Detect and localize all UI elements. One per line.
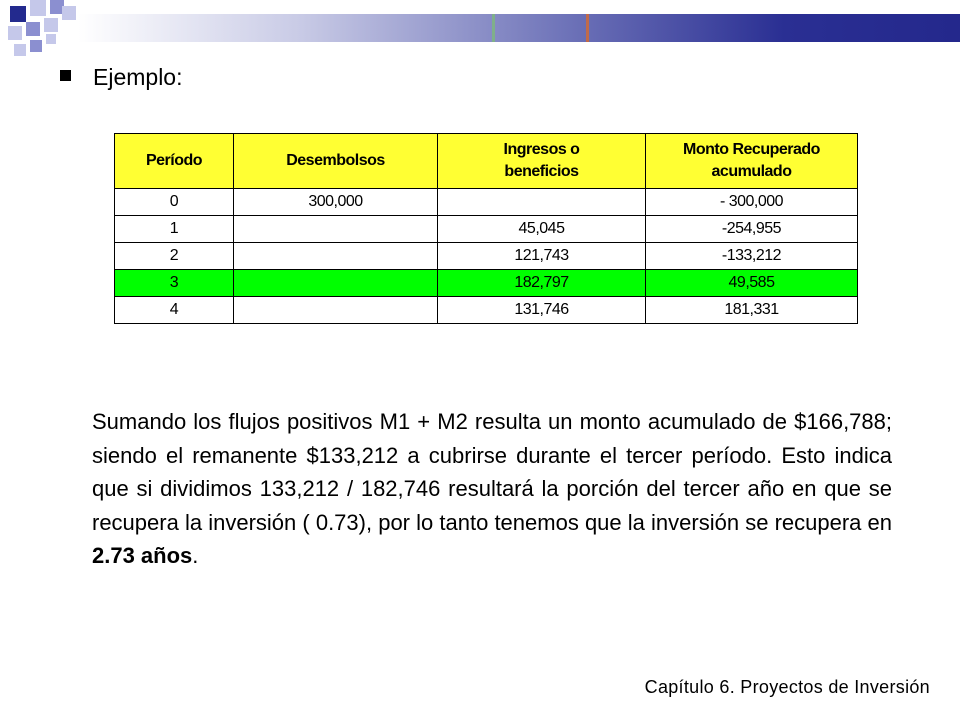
- cell-periodo: 2: [114, 242, 234, 270]
- cell-ingresos: 121,743: [437, 242, 646, 270]
- explanation-paragraph: Sumando los flujos positivos M1 + M2 res…: [92, 405, 892, 573]
- recovery-table: Período Desembolsos Ingresos o beneficio…: [114, 133, 858, 324]
- header-monto-recuperado: Monto Recuperado acumulado: [645, 133, 858, 189]
- table-row: 2 121,743 -133,212: [114, 242, 858, 270]
- bullet-square-icon: [60, 70, 71, 81]
- cell-ingresos: 131,746: [437, 296, 646, 324]
- table-row: 1 45,045 -254,955: [114, 215, 858, 243]
- paragraph-end: .: [192, 543, 199, 568]
- cell-ingresos: 45,045: [437, 215, 646, 243]
- cell-periodo: 3: [114, 269, 234, 297]
- cell-ingresos: 182,797: [437, 269, 646, 297]
- table-row: 0 300,000 - 300,000: [114, 188, 858, 216]
- cell-desembolsos: 300,000: [233, 188, 438, 216]
- table-row-highlighted: 3 182,797 49,585: [114, 269, 858, 297]
- slide-heading: Ejemplo:: [93, 64, 183, 90]
- cell-periodo: 0: [114, 188, 234, 216]
- header-ingresos: Ingresos o beneficios: [437, 133, 646, 189]
- cell-monto: 181,331: [645, 296, 858, 324]
- cell-desembolsos: [233, 296, 438, 324]
- cell-periodo: 4: [114, 296, 234, 324]
- decorative-tick: [586, 14, 589, 42]
- decorative-tick: [492, 14, 495, 42]
- cell-ingresos: [437, 188, 646, 216]
- paragraph-result: 2.73 años: [92, 543, 193, 568]
- cell-periodo: 1: [114, 215, 234, 243]
- cell-monto: -254,955: [645, 215, 858, 243]
- cell-monto: - 300,000: [645, 188, 858, 216]
- paragraph-text: Sumando los flujos positivos M1 + M2 res…: [92, 409, 892, 535]
- cell-desembolsos: [233, 215, 438, 243]
- cell-desembolsos: [233, 269, 438, 297]
- table-row: 4 131,746 181,331: [114, 296, 858, 324]
- table-header-row: Período Desembolsos Ingresos o beneficio…: [114, 133, 858, 189]
- header-desembolsos: Desembolsos: [233, 133, 438, 189]
- title-bar-decoration: [78, 14, 960, 42]
- chapter-footer: Capítulo 6. Proyectos de Inversión: [644, 677, 930, 697]
- cell-monto: 49,585: [645, 269, 858, 297]
- header-periodo: Período: [114, 133, 234, 189]
- cell-monto: -133,212: [645, 242, 858, 270]
- cell-desembolsos: [233, 242, 438, 270]
